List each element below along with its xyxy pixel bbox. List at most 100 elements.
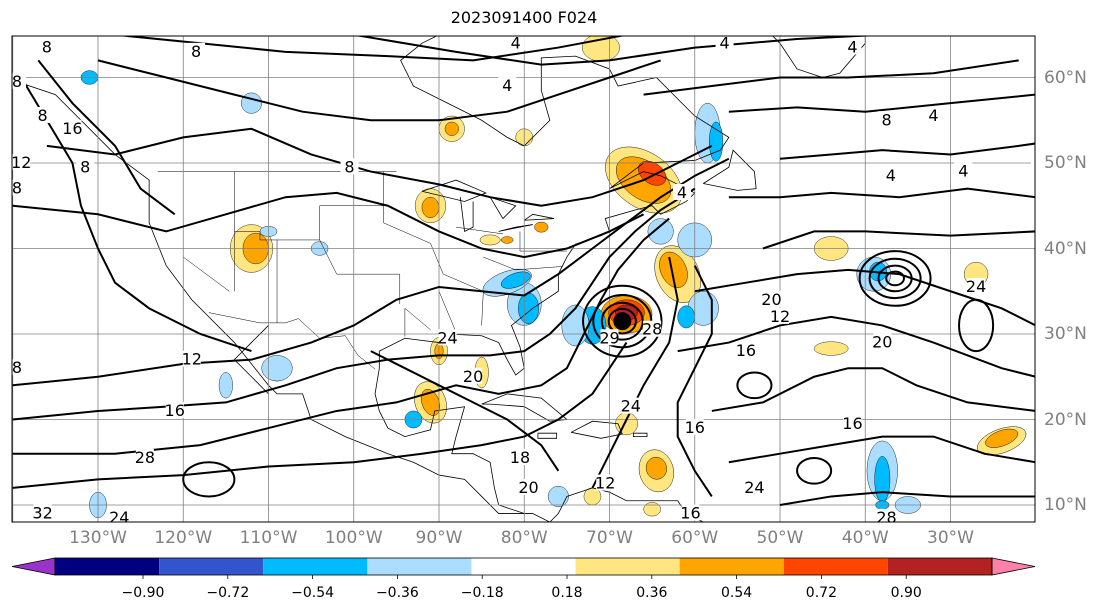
contour-label-bg [596, 474, 615, 491]
state-border [383, 171, 484, 326]
state-border [483, 256, 563, 271]
contour-label-bg [187, 42, 206, 59]
shaded-region [218, 372, 233, 399]
contour-label-bg [762, 290, 781, 307]
contour-label-bg [621, 397, 640, 414]
lon-label: 90°W [415, 528, 463, 548]
contour-label: 16 [736, 341, 756, 360]
contour-label: 18 [510, 448, 530, 467]
contour-label: 24 [966, 277, 986, 296]
colorbar-segment [783, 558, 888, 575]
contour-line [677, 315, 1035, 378]
shaded-region [534, 221, 549, 233]
contour-label-bg [510, 448, 529, 465]
colorbar-tick-label: 0.36 [636, 585, 668, 601]
contour-label: 4 [847, 38, 857, 57]
contour-label-bg [63, 119, 82, 136]
contour-label: 8 [191, 42, 201, 61]
colorbar-segment [575, 558, 680, 575]
lon-label: 80°W [500, 528, 548, 548]
contour-label: 8 [881, 110, 891, 129]
contour-label: 8 [12, 179, 22, 198]
contour-label-bg [877, 111, 896, 128]
contour-lines [12, 36, 1035, 506]
contour-line [676, 265, 713, 498]
contour-line [591, 256, 679, 489]
shaded-region [444, 121, 459, 136]
low-contour [868, 257, 922, 300]
colorbar-extend-max [991, 557, 1036, 576]
coastline [570, 420, 623, 439]
contour-label: 24 [621, 397, 641, 416]
contour-label: 16 [165, 401, 185, 420]
contour-line [12, 157, 730, 387]
coastline [524, 213, 555, 221]
shaded-field [80, 36, 1027, 519]
contour-line [728, 93, 1035, 113]
contour-label: 12 [770, 307, 790, 326]
contour-label-bg [76, 158, 95, 175]
contour-label: 20 [463, 367, 483, 386]
colorbar-tick-label: −0.36 [375, 585, 419, 601]
low-contour [877, 264, 913, 293]
contour-line [12, 191, 645, 259]
contour-label: 16 [680, 504, 700, 523]
contour-label-bg [924, 106, 943, 123]
contour-label-bg [643, 320, 662, 337]
contour-label: 28 [135, 448, 155, 467]
colorbar-segment [471, 558, 576, 575]
low-contour [885, 270, 905, 287]
colorbar-tick-label: −0.72 [206, 585, 250, 601]
lon-label: 120°W [154, 528, 213, 548]
lat-label: 60°N [1044, 67, 1087, 88]
contour-label: 4 [511, 33, 521, 52]
colorbar-extend-min [11, 557, 56, 576]
contour-line [355, 36, 878, 66]
map-title: 2023091400 F024 [450, 8, 598, 27]
coastline [12, 79, 551, 522]
contour-label-bg [12, 72, 27, 89]
contour-label-bg [12, 359, 27, 376]
contour-label-bg [954, 162, 973, 179]
contour-label: 8 [344, 157, 354, 176]
lat-label: 10°N [1044, 495, 1087, 515]
shaded-region [547, 485, 569, 507]
contour-label-bg [182, 350, 201, 367]
contour-line [762, 230, 1035, 250]
shaded-region [501, 236, 514, 244]
colorbar-tick-label: −0.18 [460, 585, 504, 601]
contour-line [12, 341, 628, 489]
shaded-region [420, 389, 440, 416]
coastline [632, 432, 648, 438]
storm-contour [607, 307, 637, 335]
colorbar-tick-label: 0.72 [805, 585, 837, 601]
contour-label: 8 [80, 157, 90, 176]
contour-label-bg [12, 179, 27, 196]
contour-label-bg [498, 77, 517, 94]
contour-label-bg [715, 36, 734, 51]
contour-label: 12 [182, 350, 202, 369]
contour-label-bg [600, 329, 619, 346]
contour-line [711, 367, 1035, 412]
contour-line [37, 59, 176, 216]
coastline [537, 432, 558, 439]
contour-label-bg [110, 508, 129, 522]
colorbar-segment [887, 558, 992, 575]
contour-label-bg [33, 106, 52, 123]
contour-line [20, 76, 252, 353]
coastline [489, 196, 517, 220]
contour-label: 4 [502, 76, 512, 95]
colorbar-segment [55, 558, 160, 575]
contour-label-bg [873, 333, 892, 350]
contour-label: 4 [886, 166, 896, 185]
state-border [208, 312, 376, 370]
contour-line [643, 59, 1019, 96]
state-border [234, 205, 384, 241]
coastline [459, 197, 474, 233]
lon-label: 110°W [239, 528, 298, 548]
contour-label-bg [771, 307, 789, 324]
state-border [404, 307, 431, 337]
contour-label-bg [464, 367, 483, 384]
lon-label: 130°W [69, 528, 127, 548]
